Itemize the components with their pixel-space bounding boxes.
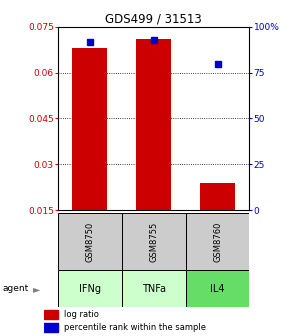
Bar xyxy=(58,213,122,270)
Bar xyxy=(72,48,108,210)
Title: GDS499 / 31513: GDS499 / 31513 xyxy=(105,13,202,26)
Text: IL4: IL4 xyxy=(210,284,225,294)
Bar xyxy=(122,270,186,307)
Text: percentile rank within the sample: percentile rank within the sample xyxy=(64,323,206,332)
Text: IFNg: IFNg xyxy=(79,284,101,294)
Bar xyxy=(186,213,249,270)
Text: log ratio: log ratio xyxy=(64,310,99,319)
Text: GSM8760: GSM8760 xyxy=(213,222,222,262)
Text: ►: ► xyxy=(33,284,41,294)
Bar xyxy=(44,310,58,319)
Text: agent: agent xyxy=(3,285,29,293)
Bar xyxy=(58,270,122,307)
Bar xyxy=(136,39,171,210)
Text: GSM8750: GSM8750 xyxy=(85,222,95,262)
Text: GSM8755: GSM8755 xyxy=(149,222,158,262)
Bar xyxy=(44,323,58,332)
Bar xyxy=(200,182,235,210)
Text: TNFa: TNFa xyxy=(142,284,166,294)
Bar xyxy=(186,270,249,307)
Bar xyxy=(122,213,186,270)
